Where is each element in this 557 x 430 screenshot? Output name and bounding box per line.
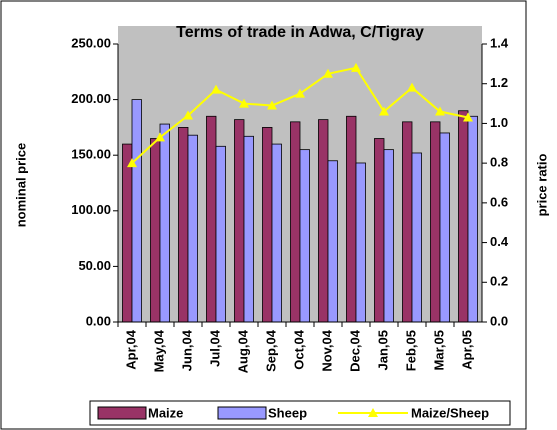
bar <box>243 135 254 323</box>
legend-label: Maize/Sheep <box>411 405 489 420</box>
y-tick-label: 100.00 <box>71 202 111 217</box>
x-tick-label: Jan,05 <box>375 330 390 370</box>
x-tick-label: Sep,04 <box>263 329 278 372</box>
x-tick-label: Dec,04 <box>347 329 362 372</box>
line-marker <box>463 112 473 122</box>
line-marker <box>127 158 137 168</box>
bar <box>206 115 217 323</box>
x-tick-label: Oct,04 <box>291 329 306 370</box>
bar <box>187 134 198 323</box>
line-marker <box>211 84 221 94</box>
legend-swatch <box>217 406 267 420</box>
bar <box>402 121 413 323</box>
bar <box>234 119 245 323</box>
x-tick-label: Jul,04 <box>207 329 222 367</box>
legend-label: Sheep <box>268 405 307 420</box>
line-marker <box>267 100 277 110</box>
bar <box>131 99 142 323</box>
line-marker <box>407 82 417 92</box>
bar <box>318 119 329 323</box>
x-tick-label: Feb,05 <box>403 330 418 371</box>
bar <box>467 115 478 323</box>
bar <box>150 138 161 323</box>
x-tick-label: Apr,04 <box>123 329 138 370</box>
line-marker <box>295 88 305 98</box>
bar <box>159 123 170 323</box>
bar <box>346 115 357 323</box>
line-marker <box>239 98 249 108</box>
bar <box>374 138 385 323</box>
line-marker <box>183 110 193 120</box>
y2-tick-label: 0.0 <box>490 313 508 328</box>
y-tick-label: 50.00 <box>78 258 111 273</box>
bar <box>299 149 310 323</box>
legend-swatch <box>97 406 147 420</box>
line-marker <box>435 106 445 116</box>
y-tick-label: 250.00 <box>71 35 111 50</box>
y-tick-label: 0.00 <box>86 313 111 328</box>
y2-tick-label: 1.2 <box>490 75 508 90</box>
y2-tick-label: 0.2 <box>490 274 508 289</box>
legend: Maize Sheep Maize/Sheep <box>89 400 511 426</box>
bar <box>327 160 338 323</box>
y-axis-title: nominal price <box>13 143 28 228</box>
x-tick-label: Jun,04 <box>179 329 194 371</box>
y2-tick-label: 1.4 <box>490 35 509 50</box>
y-tick-label: 200.00 <box>71 91 111 106</box>
legend-marker <box>368 408 378 417</box>
bar <box>355 162 366 323</box>
bar <box>430 121 441 323</box>
y-tick-label: 150.00 <box>71 147 111 162</box>
x-tick-label: Mar,05 <box>431 330 446 370</box>
x-tick-label: May,04 <box>151 329 166 372</box>
y2-tick-label: 0.4 <box>490 234 509 249</box>
bar <box>411 152 422 323</box>
x-tick-label: Nov,04 <box>319 329 334 371</box>
bar <box>458 110 469 323</box>
y2-tick-label: 0.6 <box>490 194 508 209</box>
bar <box>439 132 450 323</box>
line-marker <box>351 62 361 72</box>
x-tick-label: Apr,05 <box>459 330 474 370</box>
line-marker <box>379 106 389 116</box>
bar <box>178 127 189 323</box>
bar <box>122 143 133 323</box>
y2-axis-title: price ratio <box>534 154 549 217</box>
y2-tick-label: 0.8 <box>490 155 508 170</box>
bar <box>215 145 226 323</box>
y2-tick-label: 1.0 <box>490 115 508 130</box>
line-marker <box>155 132 165 142</box>
chart-border <box>0 0 527 430</box>
legend-box <box>89 400 511 426</box>
bar <box>271 143 282 323</box>
line-marker <box>323 68 333 78</box>
chart-title: Terms of trade in Adwa, C/Tigray <box>176 24 424 41</box>
x-tick-label: Aug,04 <box>235 329 250 373</box>
legend-label: Maize <box>148 405 183 420</box>
bar <box>262 127 273 323</box>
bar <box>383 149 394 323</box>
bar <box>290 121 301 323</box>
